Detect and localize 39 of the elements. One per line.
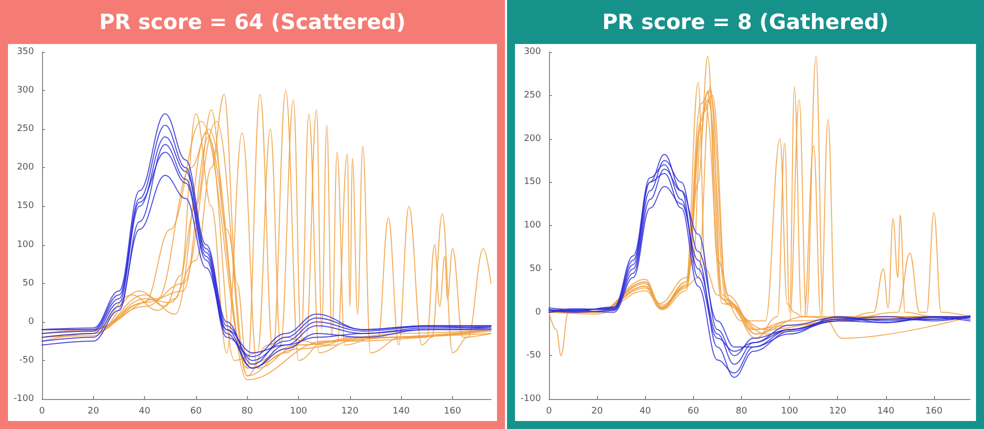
x-tick-label: 120 [341,406,359,416]
x-tick-label: 20 [591,406,604,416]
x-tick-label: 100 [290,406,308,416]
y-tick-label: 150 [524,177,542,188]
y-tick-label: 250 [16,124,34,134]
x-tick-label: 120 [829,406,847,416]
x-tick-label: 100 [780,406,798,416]
x-tick-label: 0 [546,406,552,416]
y-tick-label: -50 [526,350,542,361]
x-tick-label: 40 [640,406,652,416]
y-tick-label: 300 [524,47,542,57]
y-tick-label: 350 [16,47,34,57]
x-tick-label: 140 [392,406,410,416]
x-tick-label: 60 [688,406,700,416]
chart-title: PR score = 8 (Gathered) [601,9,890,36]
y-tick-label: -100 [14,394,34,404]
x-tick-label: 40 [138,406,151,416]
x-tick-label: 60 [190,406,202,416]
x-tick-label: 20 [88,406,100,416]
y-tick-label: 0 [535,307,542,318]
x-tick-label: 140 [877,406,895,416]
y-tick-label: 200 [16,162,34,173]
y-tick-label: 0 [28,316,34,327]
y-tick-label: 50 [530,264,542,274]
x-tick-label: 80 [736,406,748,416]
x-tick-label: 160 [444,406,462,416]
chart-title: PR score = 64 (Scattered) [98,9,407,36]
x-tick-label: 160 [925,406,943,416]
y-tick-label: 50 [22,278,34,288]
y-tick-label: 150 [16,201,34,212]
y-tick-label: -50 [19,355,34,366]
y-tick-label: 200 [524,134,542,144]
x-tick-label: 0 [39,406,46,416]
x-tick-label: 80 [242,406,254,416]
y-tick-label: 250 [524,90,542,100]
y-tick-label: 300 [16,86,34,96]
y-tick-label: 100 [524,220,542,230]
y-tick-label: -100 [520,394,542,404]
y-tick-label: 100 [16,240,34,250]
